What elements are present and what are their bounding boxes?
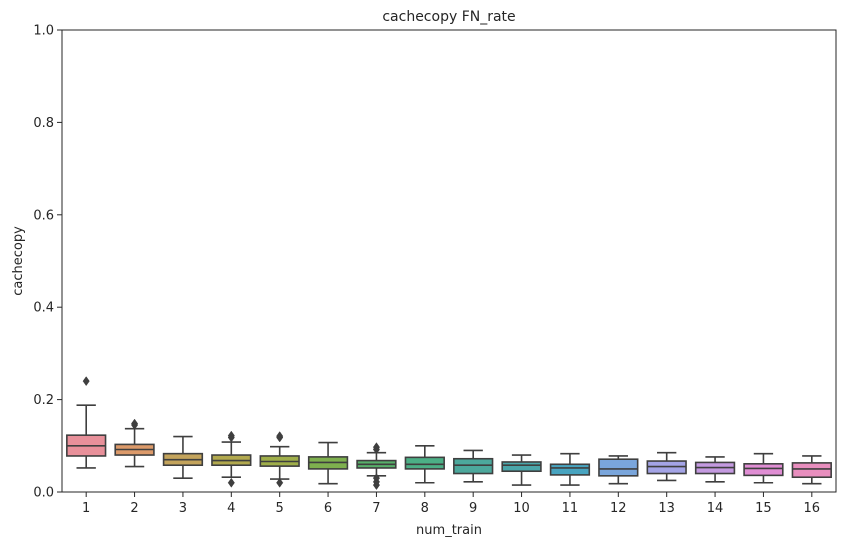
x-tick-label: 3 bbox=[179, 501, 187, 516]
plot-area bbox=[66, 376, 832, 491]
iqr-box bbox=[549, 463, 591, 476]
box-9 bbox=[453, 449, 494, 483]
outlier-point bbox=[276, 431, 284, 442]
y-tick-label: 0.6 bbox=[33, 208, 54, 223]
outlier-point bbox=[276, 477, 284, 488]
x-tick-label: 2 bbox=[130, 501, 138, 516]
box-3 bbox=[162, 435, 204, 479]
x-tick-label: 4 bbox=[227, 501, 235, 516]
outlier-point bbox=[372, 442, 380, 453]
box-7 bbox=[356, 442, 397, 491]
x-tick-label: 16 bbox=[804, 501, 821, 516]
box-12 bbox=[598, 455, 639, 485]
x-tick-label: 1 bbox=[82, 501, 90, 516]
box-5 bbox=[259, 431, 300, 488]
y-tick-label: 0.8 bbox=[33, 116, 54, 131]
box-15 bbox=[743, 452, 784, 484]
iqr-box bbox=[743, 463, 784, 477]
x-tick-label: 12 bbox=[610, 501, 627, 516]
iqr-box bbox=[501, 461, 542, 473]
box-8 bbox=[404, 444, 445, 484]
x-tick-label: 8 bbox=[421, 501, 429, 516]
outlier-point bbox=[227, 477, 235, 488]
x-axis: 1 2 3 4 5 6 7 8 9 10 11 12 13 14 15 16 bbox=[82, 492, 820, 516]
box-4 bbox=[211, 430, 252, 488]
y-tick-label: 0.0 bbox=[33, 486, 54, 501]
x-axis-label: num_train bbox=[416, 523, 482, 538]
outlier-point bbox=[227, 430, 235, 441]
box-2 bbox=[114, 418, 155, 468]
box-10 bbox=[501, 454, 542, 486]
box-14 bbox=[694, 456, 736, 483]
x-tick-label: 13 bbox=[658, 501, 675, 516]
outlier-point bbox=[372, 473, 380, 484]
y-axis-label: cachecopy bbox=[11, 226, 26, 296]
x-tick-label: 10 bbox=[513, 501, 530, 516]
box-16 bbox=[791, 455, 832, 485]
y-tick-label: 1.0 bbox=[33, 24, 54, 39]
outlier-point bbox=[131, 418, 139, 429]
x-tick-label: 6 bbox=[324, 501, 332, 516]
iqr-box bbox=[453, 457, 494, 475]
iqr-box bbox=[791, 462, 832, 479]
x-tick-label: 11 bbox=[562, 501, 579, 516]
chart-title: cachecopy FN_rate bbox=[382, 9, 515, 25]
outlier-point bbox=[82, 376, 90, 387]
x-tick-label: 14 bbox=[707, 501, 724, 516]
plot-frame bbox=[61, 29, 837, 493]
box-1 bbox=[66, 376, 107, 469]
x-tick-label: 15 bbox=[755, 501, 772, 516]
y-tick-label: 0.4 bbox=[33, 301, 54, 316]
y-tick-label: 0.2 bbox=[33, 393, 54, 408]
x-tick-label: 7 bbox=[372, 501, 380, 516]
x-tick-label: 9 bbox=[469, 501, 477, 516]
y-axis: 0.0 0.2 0.4 0.6 0.8 1.0 bbox=[33, 24, 62, 501]
x-tick-label: 5 bbox=[276, 501, 284, 516]
box-6 bbox=[307, 441, 349, 485]
box-11 bbox=[549, 452, 591, 486]
iqr-box bbox=[404, 456, 445, 470]
iqr-box bbox=[598, 458, 639, 477]
box-13 bbox=[646, 451, 687, 482]
